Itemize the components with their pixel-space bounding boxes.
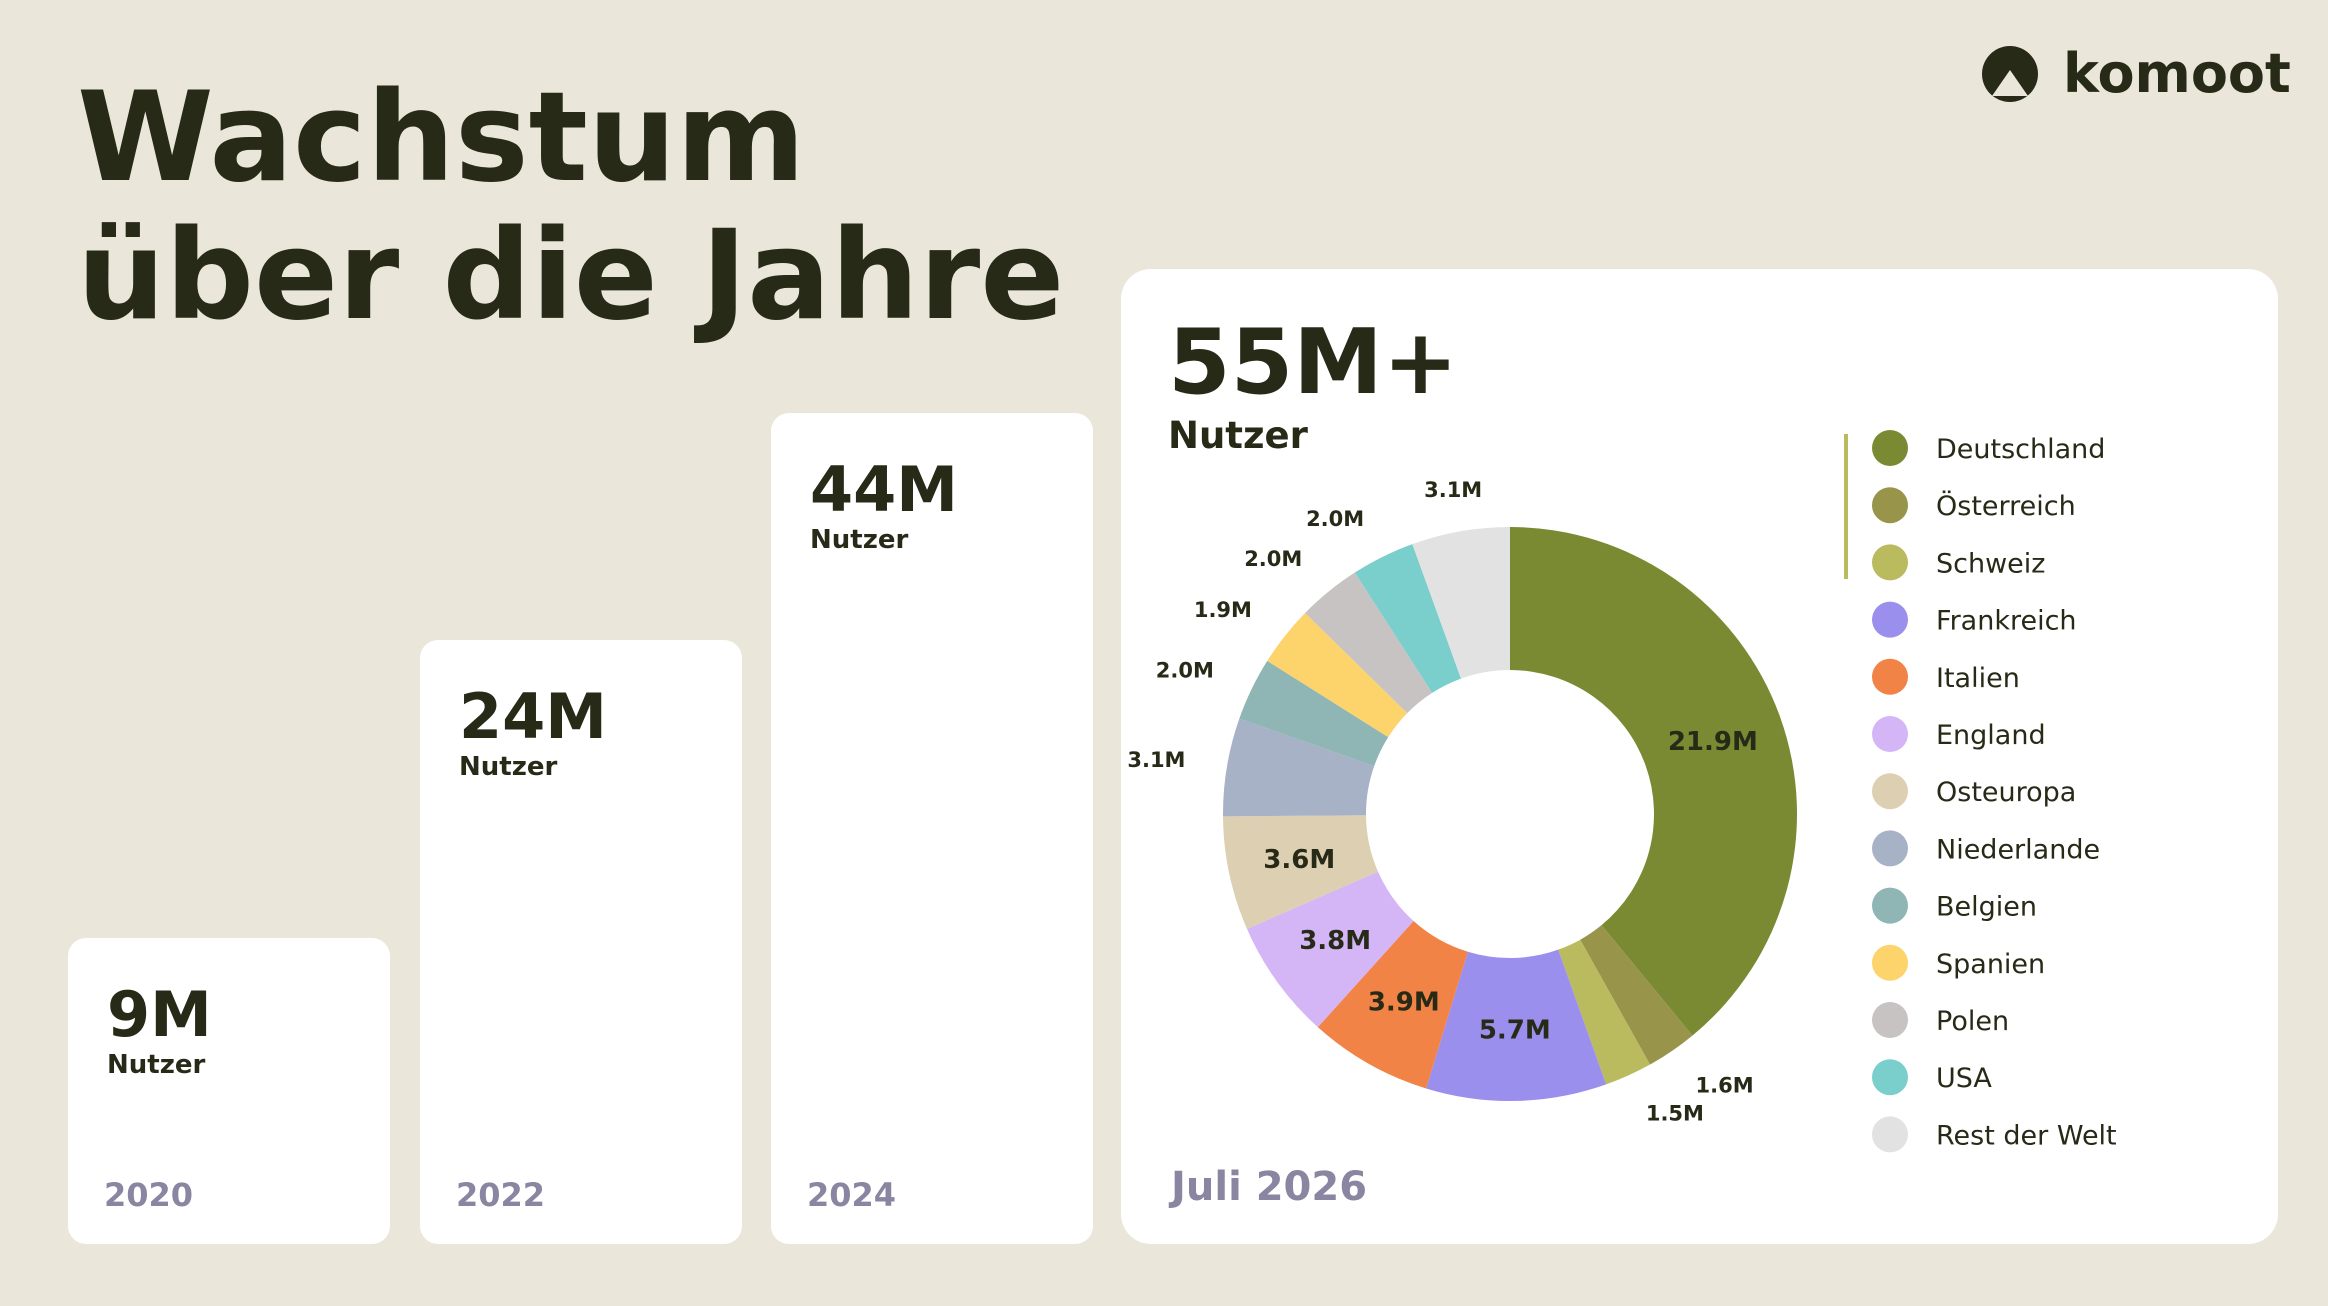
legend-label: England xyxy=(1936,720,2046,751)
donut-segment xyxy=(1558,939,1651,1085)
legend-swatch xyxy=(1872,773,1908,810)
value-label: 2.0M xyxy=(1156,659,1214,683)
title-line: über die Jahre xyxy=(77,204,1064,348)
total: 55M+ xyxy=(1168,310,1458,415)
legend-label: Polen xyxy=(1936,1006,2009,1037)
donut-segment xyxy=(1426,949,1607,1101)
growth-card xyxy=(68,938,390,1244)
value-label: 1.6M xyxy=(1696,1074,1754,1098)
legend-label: Spanien xyxy=(1936,949,2045,980)
legend-label: USA xyxy=(1936,1063,1992,1094)
legend-label: Belgien xyxy=(1936,892,2037,923)
donut-segment xyxy=(1305,572,1433,714)
card-value: 9M xyxy=(107,978,212,1051)
legend-swatch xyxy=(1872,830,1908,867)
legend-label: Italien xyxy=(1936,663,2020,694)
total-unit: Nutzer xyxy=(1168,414,1309,457)
legend-swatch xyxy=(1872,601,1908,638)
value-label: 3.8M xyxy=(1299,926,1371,956)
growth-card xyxy=(771,413,1093,1244)
value-label: 21.9M xyxy=(1668,727,1758,757)
donut-segment xyxy=(1317,920,1468,1089)
legend-label: Österreich xyxy=(1936,490,2076,522)
value-label: 2.0M xyxy=(1244,547,1302,571)
donut-segment xyxy=(1246,871,1414,1028)
logo-mountain xyxy=(1992,70,2028,96)
title-line: Wachstum xyxy=(77,66,805,210)
donut-segment xyxy=(1223,718,1375,817)
legend-swatch xyxy=(1872,544,1908,581)
value-label: 1.9M xyxy=(1194,598,1252,622)
donut-segment xyxy=(1223,815,1379,929)
card-unit: Nutzer xyxy=(810,525,908,555)
logo-text: komoot xyxy=(2063,42,2291,105)
legend-label: Niederlande xyxy=(1936,834,2100,865)
legend-swatch xyxy=(1872,716,1908,752)
donut-segment xyxy=(1239,660,1389,767)
value-label: 3.6M xyxy=(1263,845,1335,875)
value-label: 3.1M xyxy=(1127,748,1185,772)
donut-segment xyxy=(1412,527,1510,679)
card-unit: Nutzer xyxy=(459,752,557,782)
card-unit: Nutzer xyxy=(107,1050,205,1080)
growth-card xyxy=(420,640,742,1244)
legend-label: Rest der Welt xyxy=(1936,1120,2117,1151)
legend-swatch xyxy=(1872,944,1908,981)
donut-segment xyxy=(1510,527,1797,1036)
value-label: 1.5M xyxy=(1646,1102,1704,1126)
legend-swatch xyxy=(1872,1002,1908,1038)
legend-label: Osteuropa xyxy=(1936,777,2076,808)
value-label: 5.7M xyxy=(1479,1015,1551,1045)
card-year: 2022 xyxy=(456,1176,545,1214)
donut-segment xyxy=(1267,613,1408,738)
logo: komoot xyxy=(1982,42,2291,105)
legend-swatch xyxy=(1872,1116,1908,1153)
value-label: 3.9M xyxy=(1368,988,1440,1018)
donut-segment xyxy=(1354,544,1462,693)
legend-swatch xyxy=(1872,487,1908,524)
legend-swatch xyxy=(1872,1059,1908,1096)
donut-segment xyxy=(1580,925,1693,1065)
value-label: 3.1M xyxy=(1424,478,1482,502)
legend-swatch xyxy=(1872,658,1908,695)
legend-swatch xyxy=(1872,887,1908,924)
date: Juli 2026 xyxy=(1168,1164,1367,1210)
card-value: 24M xyxy=(459,680,607,753)
legend-label: Frankreich xyxy=(1936,606,2077,637)
value-label: 2.0M xyxy=(1306,507,1364,531)
legend-swatch xyxy=(1872,430,1908,466)
legend-label: Deutschland xyxy=(1936,434,2105,465)
legend-label: Schweiz xyxy=(1936,548,2045,579)
card-value: 44M xyxy=(810,453,958,526)
card-year: 2024 xyxy=(807,1176,896,1214)
card-year: 2020 xyxy=(104,1176,193,1214)
